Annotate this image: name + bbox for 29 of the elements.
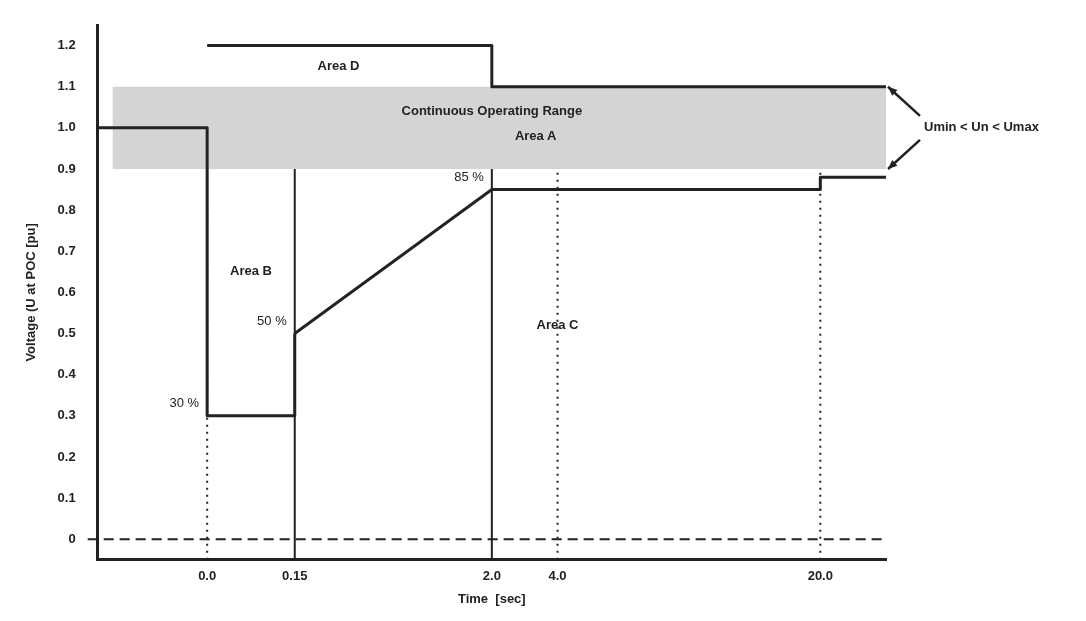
annotation: Area D: [317, 57, 360, 73]
y-tick-label: 0: [68, 530, 76, 546]
annotation: 30 %: [169, 395, 200, 411]
x-tick-label: 2.0: [482, 568, 501, 584]
annotation: 50 %: [257, 313, 288, 329]
y-tick-label: 0.1: [57, 489, 76, 505]
annotation: Area A: [514, 127, 557, 143]
x-tick-label: 0.0: [198, 568, 217, 584]
x-axis-title: Time [sec]: [457, 590, 526, 606]
y-tick-label: 0.3: [57, 407, 76, 423]
annotation: Area C: [536, 316, 580, 332]
y-tick-label: 1.1: [57, 78, 76, 94]
y-tick-label: 0.7: [57, 242, 76, 258]
annotation: Area B: [230, 263, 272, 279]
y-tick-label: 0.6: [57, 283, 76, 299]
annotation: 85 %: [454, 169, 485, 185]
annotation: Continuous Operating Range: [401, 102, 583, 118]
x-tick-label: 4.0: [548, 568, 567, 584]
x-tick-label: 20.0: [807, 568, 833, 584]
y-tick-label: 0.8: [57, 201, 76, 217]
y-axis-title: Voltage (U at POC [pu]: [23, 223, 39, 362]
y-tick-label: 1.2: [57, 37, 76, 53]
x-tick-label: 0.15: [282, 568, 308, 584]
text: Umin < Un < Umax: [924, 119, 1040, 135]
y-tick-label: 1.0: [57, 119, 76, 135]
y-tick-label: 0.9: [57, 160, 76, 176]
y-tick-label: 0.4: [57, 366, 77, 382]
y-tick-label: 0.5: [57, 325, 76, 341]
y-tick-label: 0.2: [57, 448, 76, 464]
